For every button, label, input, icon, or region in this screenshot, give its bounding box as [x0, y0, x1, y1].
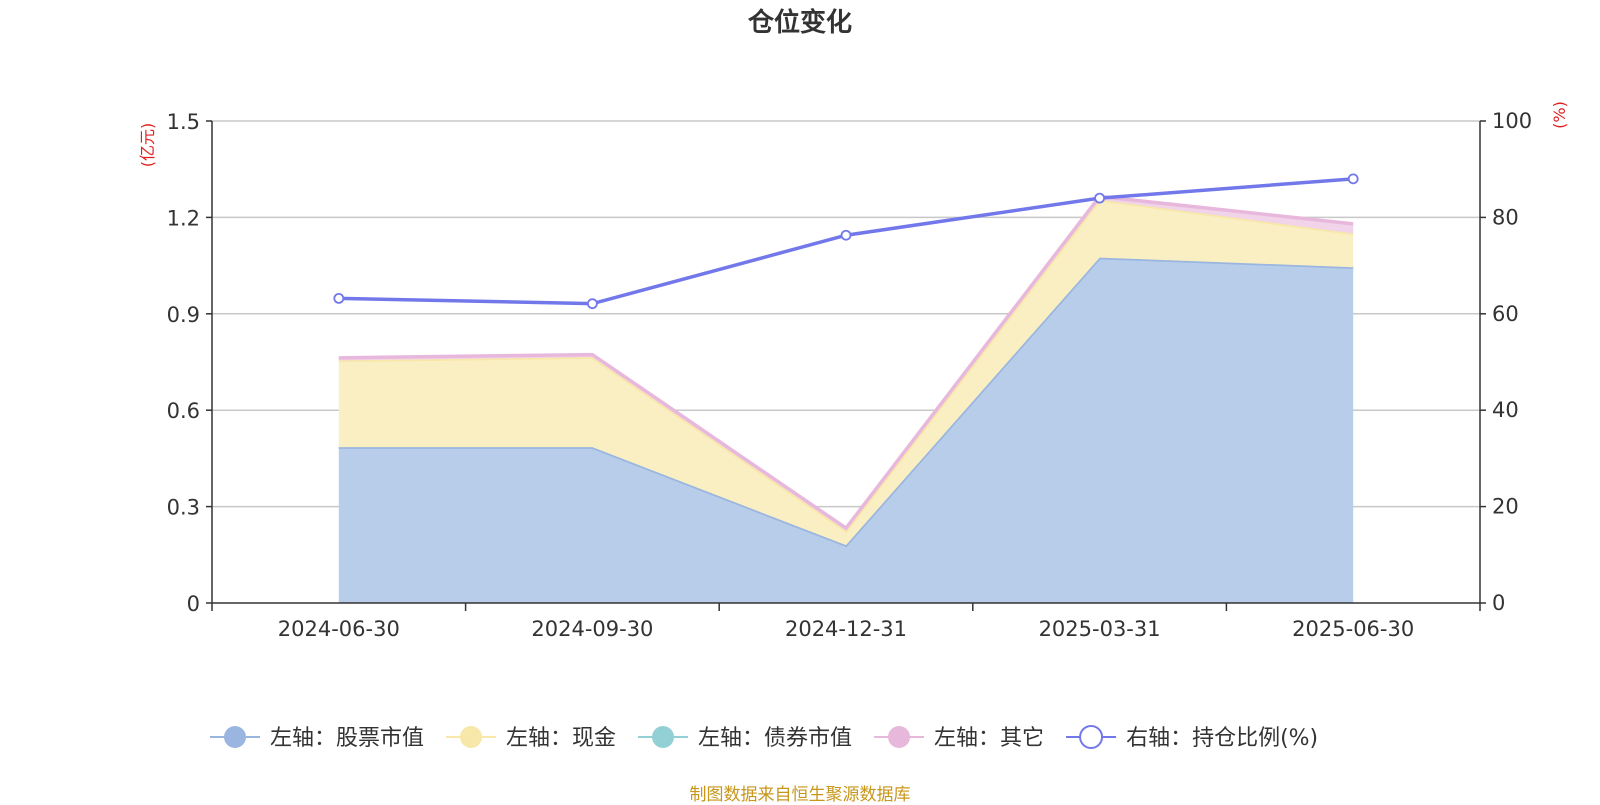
- axes: 0 0.3 0.6 0.9 1.2 1.5 0 20 40 60 80 100 (亿元) (%) 2024-…: [138, 101, 1569, 641]
- ratio-point: [333, 292, 345, 304]
- legend-marker: [652, 726, 675, 748]
- area-左轴：股票市值: [338, 257, 1354, 603]
- legend-label: 左轴：债券市值: [698, 726, 852, 751]
- legend-marker: [888, 726, 911, 748]
- x-tick-label: 2025-06-30: [1292, 617, 1414, 641]
- area-edge-左轴：其它: [338, 194, 1354, 531]
- legend-label: 左轴：其它: [934, 726, 1044, 751]
- x-tick-label: 2025-03-31: [1039, 617, 1161, 641]
- ratio-point: [587, 298, 598, 310]
- left-axis-unit: (亿元): [138, 123, 157, 168]
- x-tick-label: 2024-12-31: [785, 617, 907, 641]
- left-tick-label: 0: [187, 592, 200, 616]
- chart-title: 仓位变化: [747, 8, 852, 38]
- legend-item: 右轴：持仓比例(%): [1066, 725, 1318, 751]
- legend-marker: [1079, 725, 1104, 749]
- ratio-point: [1347, 173, 1359, 185]
- right-axis-unit: (%): [1550, 101, 1569, 129]
- ratio-point: [1094, 192, 1105, 204]
- legend-item: 左轴：债券市值: [638, 726, 852, 751]
- legend-label: 左轴：股票市值: [270, 726, 424, 751]
- stacked-areas: [338, 194, 1354, 603]
- ratio-point: [840, 229, 852, 241]
- legend: 左轴：股票市值 左轴：现金 左轴：债券市值 左轴：其它 右轴：持仓比例(%): [210, 725, 1318, 751]
- left-tick-label: 0.9: [167, 303, 200, 327]
- left-tick-label: 1.5: [167, 110, 200, 134]
- right-tick-label: 20: [1492, 495, 1519, 519]
- right-tick-label: 0: [1492, 591, 1505, 615]
- right-tick-label: 40: [1492, 398, 1519, 422]
- left-tick-label: 1.2: [167, 206, 200, 230]
- x-tick-label: 2024-09-30: [531, 617, 653, 641]
- left-tick-label: 0.3: [167, 496, 200, 520]
- legend-marker: [224, 726, 246, 748]
- right-tick-label: 60: [1492, 302, 1519, 326]
- x-tick-label: 2024-06-30: [278, 617, 400, 641]
- right-tick-label: 80: [1492, 205, 1519, 229]
- legend-item: 左轴：股票市值: [210, 726, 424, 751]
- legend-item: 左轴：现金: [446, 726, 616, 751]
- legend-label: 右轴：持仓比例(%): [1126, 726, 1318, 751]
- data-source-note: 制图数据来自恒生聚源数据库: [689, 785, 911, 805]
- left-tick-label: 0.6: [167, 399, 200, 423]
- right-tick-label: 100: [1492, 109, 1532, 133]
- legend-label: 左轴：现金: [506, 726, 616, 751]
- area-左轴：现金: [338, 199, 1354, 546]
- legend-item: 左轴：其它: [874, 726, 1044, 751]
- ratio-line: [333, 173, 1359, 310]
- legend-marker: [460, 726, 483, 748]
